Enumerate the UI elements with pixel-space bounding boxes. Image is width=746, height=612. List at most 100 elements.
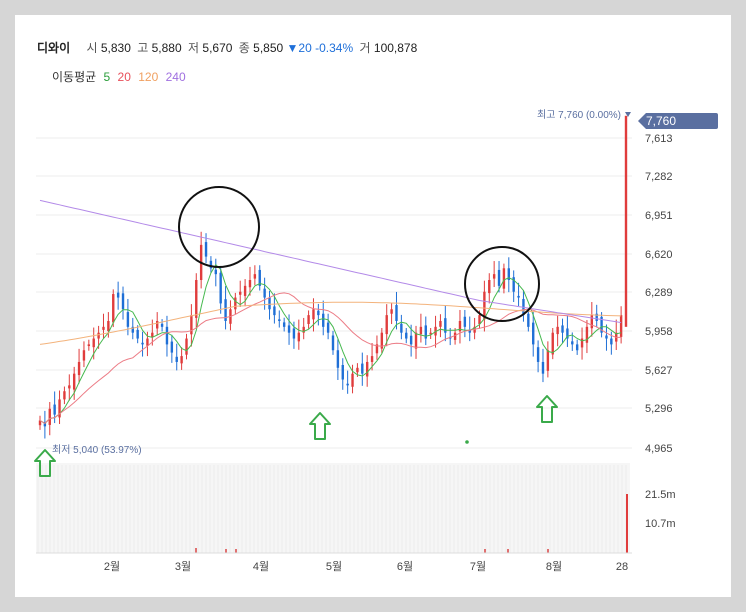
candle-body (590, 315, 594, 329)
x-tick-label: 2월 (104, 560, 120, 573)
candle-body (273, 306, 276, 316)
ma-legend-item-20: 20 (117, 70, 131, 84)
candle-body (497, 269, 501, 286)
candle-body (165, 326, 169, 345)
period-high-label: 최고 7,760 (0.00%) (537, 109, 621, 121)
candle-body (395, 305, 398, 321)
candle-body (146, 338, 149, 346)
candle-body (97, 332, 100, 339)
candle-body (126, 312, 130, 327)
y-tick-label: 5,958 (645, 326, 673, 338)
highlight-circle (178, 186, 260, 268)
candle-body (405, 332, 408, 339)
change-value: 20 (298, 41, 312, 55)
period-low-label: 최저 5,040 (53.97%) (52, 444, 142, 456)
candle-body (63, 391, 66, 400)
marker-dot (465, 440, 469, 444)
candle-body (600, 316, 603, 333)
candle-body (336, 350, 340, 368)
volume-value: 100,878 (373, 41, 418, 55)
ma20-line (39, 292, 622, 425)
candle-body (532, 322, 535, 345)
low-value: 5,670 (202, 41, 233, 55)
candle-body (322, 313, 325, 327)
current-price-tag (638, 113, 718, 129)
candle-body (517, 295, 520, 298)
candle-body (263, 288, 266, 298)
candle-body (488, 280, 491, 294)
close-value: 5,850 (253, 41, 284, 55)
candle-body (439, 320, 442, 327)
candle-body (195, 280, 198, 318)
candle-body (380, 332, 384, 349)
candle-body (566, 328, 569, 339)
x-tick-label: 28 (616, 561, 628, 573)
stock-summary: 디와이 시 5,830 고 5,880 저 5,670 종 5,850 ▼20 … (37, 39, 417, 56)
candle-body (224, 299, 227, 321)
candle-body (580, 338, 584, 348)
candle-body (170, 341, 174, 353)
candle-body (258, 269, 261, 286)
ma-legend-item-5: 5 (103, 70, 111, 84)
x-tick-label: 3월 (175, 560, 191, 573)
candle-body (131, 326, 134, 333)
volume-panel (36, 463, 630, 553)
candle-body (180, 356, 183, 364)
ma120-line (39, 301, 622, 345)
y-tick-label: 6,289 (645, 287, 673, 299)
candle-body (175, 356, 178, 362)
candle-body (116, 292, 120, 298)
candle-body (341, 364, 344, 380)
candle-body (312, 309, 315, 320)
candle-body (92, 338, 95, 348)
candle-body (478, 315, 481, 325)
candle-body (282, 322, 286, 327)
candle-body (468, 329, 471, 333)
candle-body (239, 291, 242, 295)
candle-body (268, 297, 271, 310)
candle-body (248, 280, 252, 288)
candle-body (141, 342, 144, 345)
high-value: 5,880 (151, 41, 182, 55)
candle-body (43, 421, 47, 427)
candle-body (409, 335, 413, 345)
stock-name: 디와이 (37, 41, 71, 55)
x-tick-label: 6월 (397, 560, 413, 573)
candle-body (453, 332, 457, 340)
candle-body (151, 332, 154, 338)
candle-body (234, 297, 237, 310)
candle-body (292, 328, 296, 339)
candle-body (507, 268, 510, 281)
y-tick-label: 6,620 (645, 249, 673, 261)
candle-body (307, 315, 310, 325)
candle-body (414, 332, 418, 349)
candle-body (297, 332, 301, 342)
candle-body (331, 335, 335, 351)
candle-body (219, 272, 222, 304)
candle-body (121, 293, 125, 310)
ma-legend-title: 이동평균 (52, 70, 97, 84)
candle-body (492, 274, 496, 279)
candle-body (571, 341, 574, 345)
up-arrow-icon (34, 449, 56, 477)
up-arrow-icon (536, 395, 558, 423)
candle-body (541, 361, 545, 374)
candle-body (287, 325, 291, 333)
candle-body (458, 320, 462, 332)
candle-body (390, 309, 393, 314)
x-tick-label: 8월 (546, 560, 562, 573)
candle-body (87, 344, 91, 347)
candle-body (575, 344, 579, 351)
candle-body (351, 373, 354, 387)
candle-body (53, 404, 56, 415)
candle-body (209, 260, 213, 269)
y-tick-label: 4,965 (645, 443, 673, 455)
volume-tick-label: 21.5m (645, 489, 676, 501)
candle-body (624, 115, 628, 327)
candle-body (473, 326, 476, 333)
candle-body (527, 313, 530, 327)
highlight-circle (464, 246, 540, 322)
high-marker-icon (625, 112, 631, 117)
ma-legend-item-120: 120 (138, 70, 159, 84)
